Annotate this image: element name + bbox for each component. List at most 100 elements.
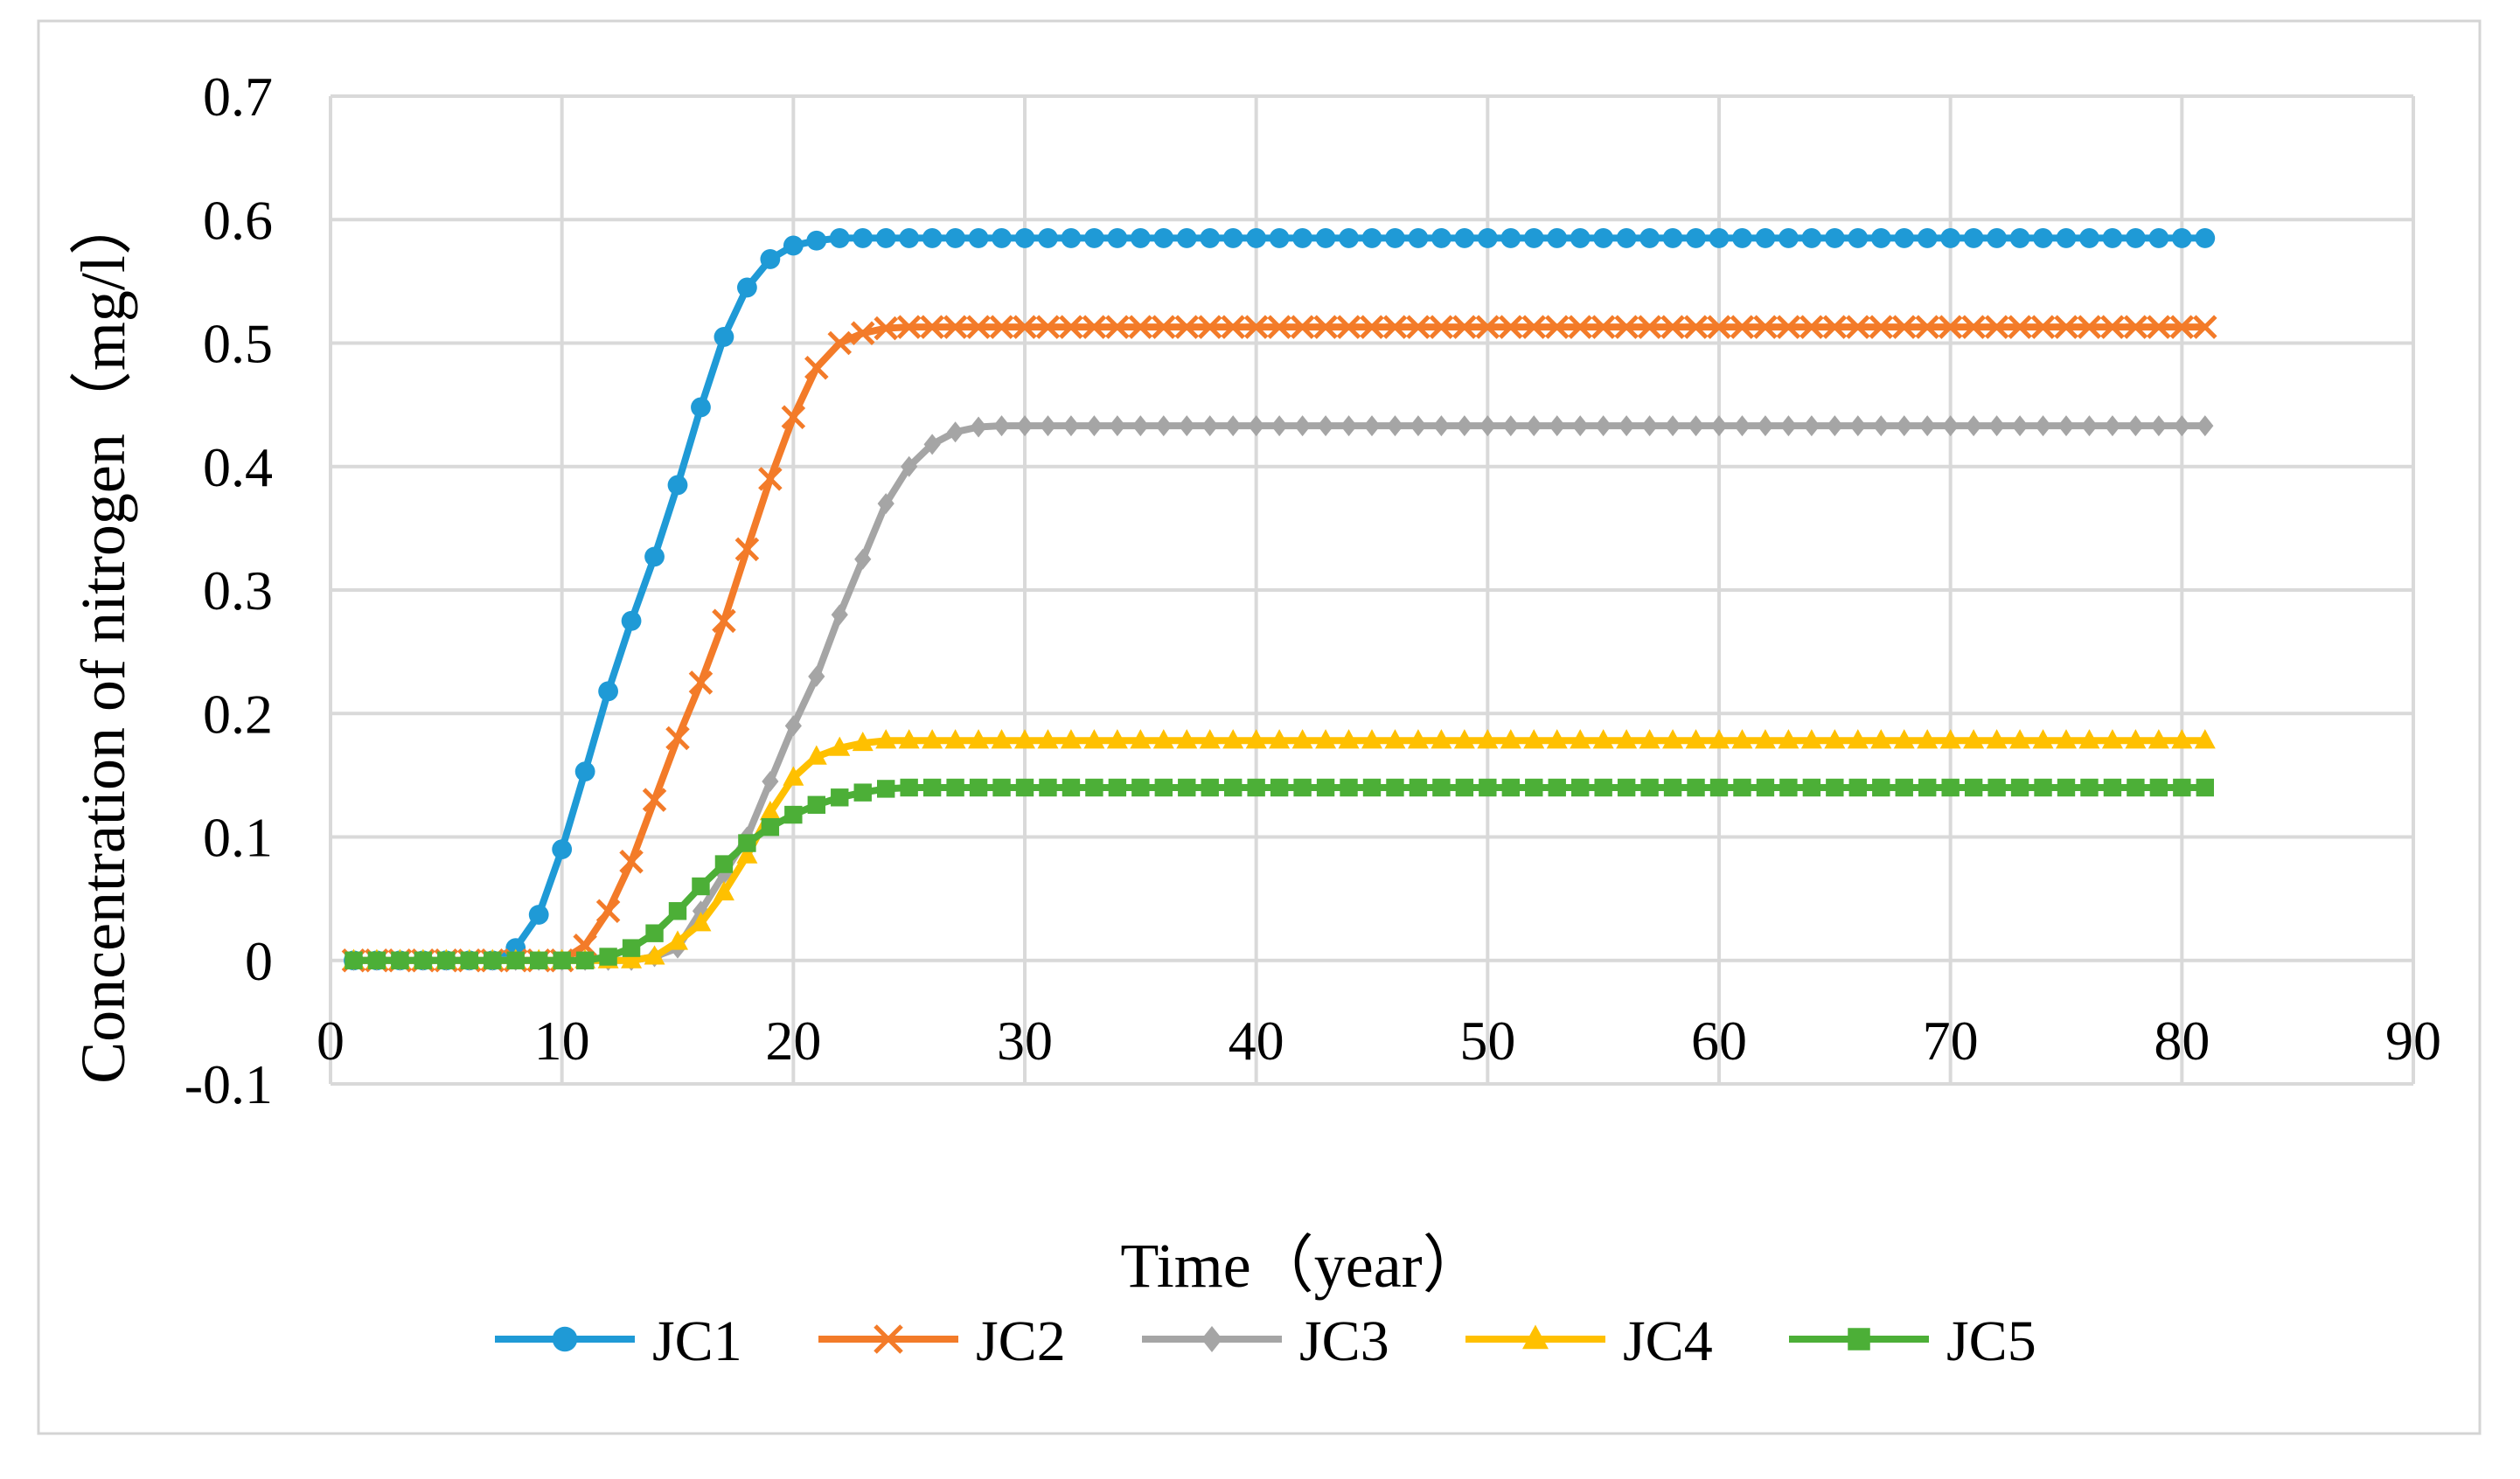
data-point (806, 230, 827, 251)
data-point (1549, 415, 1566, 437)
data-point (1987, 228, 2008, 248)
data-point (852, 731, 874, 752)
data-point (1870, 228, 1891, 248)
data-point (2034, 415, 2052, 437)
data-point (1178, 778, 1196, 797)
data-point (1201, 415, 1219, 437)
y-tick-label: 0 (245, 930, 273, 992)
data-point (1061, 228, 1082, 248)
data-point (1431, 729, 1452, 749)
data-point (2078, 729, 2100, 749)
legend-label: JC5 (1946, 1309, 2036, 1373)
x-tick-label: 10 (534, 1010, 590, 1072)
data-point (1131, 778, 1150, 797)
data-point (920, 315, 944, 339)
data-point (1197, 315, 1222, 339)
data-point (1201, 1326, 1222, 1352)
data-point (1362, 778, 1382, 797)
data-point (1360, 315, 1384, 339)
data-point (1361, 228, 1382, 248)
data-point (901, 455, 918, 477)
data-point (970, 416, 987, 438)
data-point (969, 778, 988, 797)
data-point (1269, 729, 1291, 749)
legend-label: JC1 (652, 1309, 742, 1373)
data-point (1617, 778, 1636, 797)
data-point (2196, 415, 2214, 437)
data-point (1270, 778, 1289, 797)
data-point (530, 951, 548, 969)
y-tick-label: 0.3 (203, 559, 273, 621)
data-point (829, 736, 851, 756)
data-point (2149, 778, 2168, 797)
data-point (692, 877, 710, 896)
data-point (1848, 1328, 1870, 1351)
data-point (1224, 778, 1243, 797)
data-point (644, 546, 665, 567)
data-point (1987, 778, 2006, 797)
data-point (1130, 228, 1151, 248)
data-point (758, 467, 783, 491)
data-point (992, 415, 1011, 437)
data-point (1269, 228, 1290, 248)
data-point (484, 951, 502, 969)
data-point (1660, 315, 1685, 339)
data-point (1039, 415, 1057, 437)
data-point (1016, 415, 1034, 437)
data-point (2102, 228, 2123, 248)
data-point (1709, 228, 1730, 248)
data-point (1294, 415, 1312, 437)
data-point (1339, 228, 1359, 248)
data-point (1338, 729, 1360, 749)
data-point (1014, 228, 1035, 248)
data-point (1641, 415, 1659, 437)
data-point (783, 766, 804, 786)
data-point (1525, 415, 1542, 437)
data-point (1595, 415, 1612, 437)
data-point (781, 405, 806, 430)
data-point (734, 537, 760, 562)
data-point (1386, 415, 1404, 437)
data-point (1039, 778, 1057, 797)
data-point (1361, 729, 1382, 749)
data-point (1105, 315, 1130, 339)
data-point (575, 951, 595, 969)
data-point (1154, 778, 1173, 797)
data-point (875, 228, 896, 248)
data-point (2147, 315, 2171, 339)
data-point (1035, 315, 1061, 339)
data-point (2171, 228, 2192, 248)
data-point (528, 905, 549, 925)
data-point (665, 726, 690, 751)
data-point (668, 902, 687, 920)
data-point (1568, 315, 1592, 339)
data-point (1082, 315, 1107, 339)
data-point (2056, 729, 2077, 749)
data-point (1893, 729, 1915, 749)
data-point (831, 788, 849, 807)
data-point (1479, 415, 1496, 437)
data-point (1614, 315, 1639, 339)
data-point (1224, 415, 1242, 437)
data-point (595, 899, 621, 924)
data-point (2148, 729, 2169, 749)
data-point (1062, 415, 1080, 437)
data-point (1501, 778, 1520, 797)
data-point (552, 1326, 578, 1352)
data-point (645, 924, 664, 942)
data-point (1754, 729, 1776, 749)
data-point (1454, 228, 1475, 248)
x-tick-label: 50 (1459, 1010, 1515, 1072)
data-point (2033, 228, 2053, 248)
data-point (1290, 315, 1315, 339)
data-point (1710, 415, 1728, 437)
data-point (1475, 315, 1500, 339)
data-point (1015, 778, 1034, 797)
series-jc5 (345, 778, 2214, 969)
data-point (1500, 729, 1521, 749)
data-point (2034, 778, 2052, 797)
data-point (1293, 778, 1312, 797)
data-point (2127, 415, 2144, 437)
data-point (1013, 315, 1037, 339)
data-point (1083, 729, 1105, 749)
